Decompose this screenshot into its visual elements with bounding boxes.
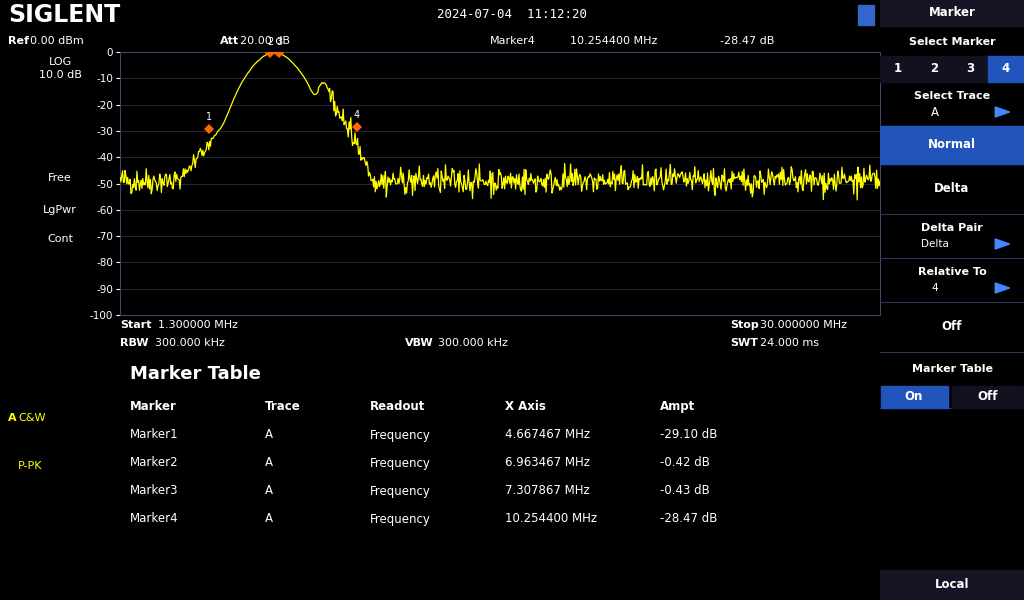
Bar — [858, 5, 874, 25]
Text: A: A — [265, 484, 273, 497]
Text: 0.00 dBm: 0.00 dBm — [30, 36, 84, 46]
Text: 7.307867 MHz: 7.307867 MHz — [505, 484, 590, 497]
Text: 2024-07-04  11:12:20: 2024-07-04 11:12:20 — [437, 8, 587, 22]
Text: Start: Start — [120, 319, 152, 329]
Text: X Axis: X Axis — [505, 400, 546, 413]
Text: Delta: Delta — [934, 182, 970, 196]
Text: 6.963467 MHz: 6.963467 MHz — [505, 457, 590, 469]
Text: Marker4: Marker4 — [130, 512, 178, 526]
Text: Select Marker: Select Marker — [908, 37, 995, 47]
Bar — [952, 386, 1023, 408]
Text: 3: 3 — [966, 62, 974, 76]
Text: -28.47 dB: -28.47 dB — [720, 36, 774, 46]
Text: SIGLENT: SIGLENT — [8, 3, 120, 27]
Text: 300.000 kHz: 300.000 kHz — [155, 338, 225, 349]
Text: Relative To: Relative To — [918, 267, 986, 277]
Text: Marker Table: Marker Table — [130, 365, 261, 383]
Text: Ref: Ref — [8, 36, 29, 46]
Text: 24.000 ms: 24.000 ms — [760, 338, 819, 349]
Text: Frequency: Frequency — [370, 428, 431, 442]
Polygon shape — [995, 239, 1010, 249]
Text: Trace: Trace — [265, 400, 301, 413]
Text: 2: 2 — [930, 62, 938, 76]
Text: 1.300000 MHz: 1.300000 MHz — [158, 319, 238, 329]
Text: A: A — [265, 457, 273, 469]
Text: Select Trace: Select Trace — [914, 91, 990, 101]
Text: Free: Free — [48, 173, 72, 183]
Text: A: A — [265, 512, 273, 526]
Text: P-PK: P-PK — [18, 461, 43, 472]
Polygon shape — [995, 283, 1010, 293]
Text: Marker Table: Marker Table — [911, 364, 992, 374]
Text: 4: 4 — [932, 283, 938, 293]
Text: 10.254400 MHz: 10.254400 MHz — [505, 512, 597, 526]
Text: Marker1: Marker1 — [130, 428, 178, 442]
Bar — [988, 56, 1023, 82]
Text: Marker4: Marker4 — [490, 36, 536, 46]
Text: Readout: Readout — [370, 400, 425, 413]
Text: A: A — [265, 428, 273, 442]
Text: Marker2: Marker2 — [130, 457, 178, 469]
Text: C&W: C&W — [18, 413, 45, 423]
Text: RBW: RBW — [120, 338, 148, 349]
Text: -0.43 dB: -0.43 dB — [660, 484, 710, 497]
Bar — [880, 126, 1024, 164]
Text: Ampt: Ampt — [660, 400, 695, 413]
Polygon shape — [995, 107, 1010, 117]
Text: Frequency: Frequency — [370, 512, 431, 526]
Bar — [952, 56, 987, 82]
Text: 1: 1 — [894, 62, 902, 76]
Bar — [916, 56, 951, 82]
Text: LgPwr: LgPwr — [43, 205, 77, 215]
Text: 4.667467 MHz: 4.667467 MHz — [505, 428, 590, 442]
Text: Delta Pair: Delta Pair — [922, 223, 983, 233]
Text: Att: Att — [220, 36, 240, 46]
Bar — [880, 56, 915, 82]
Text: 30.000000 MHz: 30.000000 MHz — [760, 319, 847, 329]
Text: A: A — [931, 106, 939, 118]
Text: Cont: Cont — [47, 234, 73, 244]
Text: On: On — [904, 391, 923, 403]
Text: 10.254400 MHz: 10.254400 MHz — [570, 36, 657, 46]
Text: Frequency: Frequency — [370, 457, 431, 469]
Text: LOG: LOG — [48, 57, 72, 67]
Text: -0.42 dB: -0.42 dB — [660, 457, 710, 469]
Text: SWT: SWT — [730, 338, 758, 349]
Text: Marker: Marker — [929, 7, 976, 19]
Bar — [880, 0, 1024, 26]
Text: 10.0 dB: 10.0 dB — [39, 70, 82, 80]
Text: Frequency: Frequency — [370, 484, 431, 497]
Text: -28.47 dB: -28.47 dB — [660, 512, 718, 526]
Text: Off: Off — [942, 320, 963, 334]
Text: 4: 4 — [1001, 62, 1010, 76]
Text: Off: Off — [978, 391, 998, 403]
Text: 1: 1 — [206, 112, 212, 122]
Text: Marker: Marker — [130, 400, 177, 413]
Text: Stop: Stop — [730, 319, 759, 329]
Text: A: A — [8, 413, 16, 423]
Text: VBW: VBW — [404, 338, 433, 349]
Text: Delta: Delta — [921, 239, 948, 249]
Text: 2: 2 — [267, 37, 273, 47]
Text: 300.000 kHz: 300.000 kHz — [438, 338, 508, 349]
Text: 4: 4 — [354, 110, 360, 121]
Bar — [881, 386, 947, 408]
Text: 20.00 dB: 20.00 dB — [240, 36, 290, 46]
Text: Local: Local — [935, 578, 970, 592]
Text: Normal: Normal — [928, 139, 976, 151]
Text: 3: 3 — [276, 37, 283, 47]
Text: -29.10 dB: -29.10 dB — [660, 428, 718, 442]
Bar — [880, 570, 1024, 600]
Text: Marker3: Marker3 — [130, 484, 178, 497]
